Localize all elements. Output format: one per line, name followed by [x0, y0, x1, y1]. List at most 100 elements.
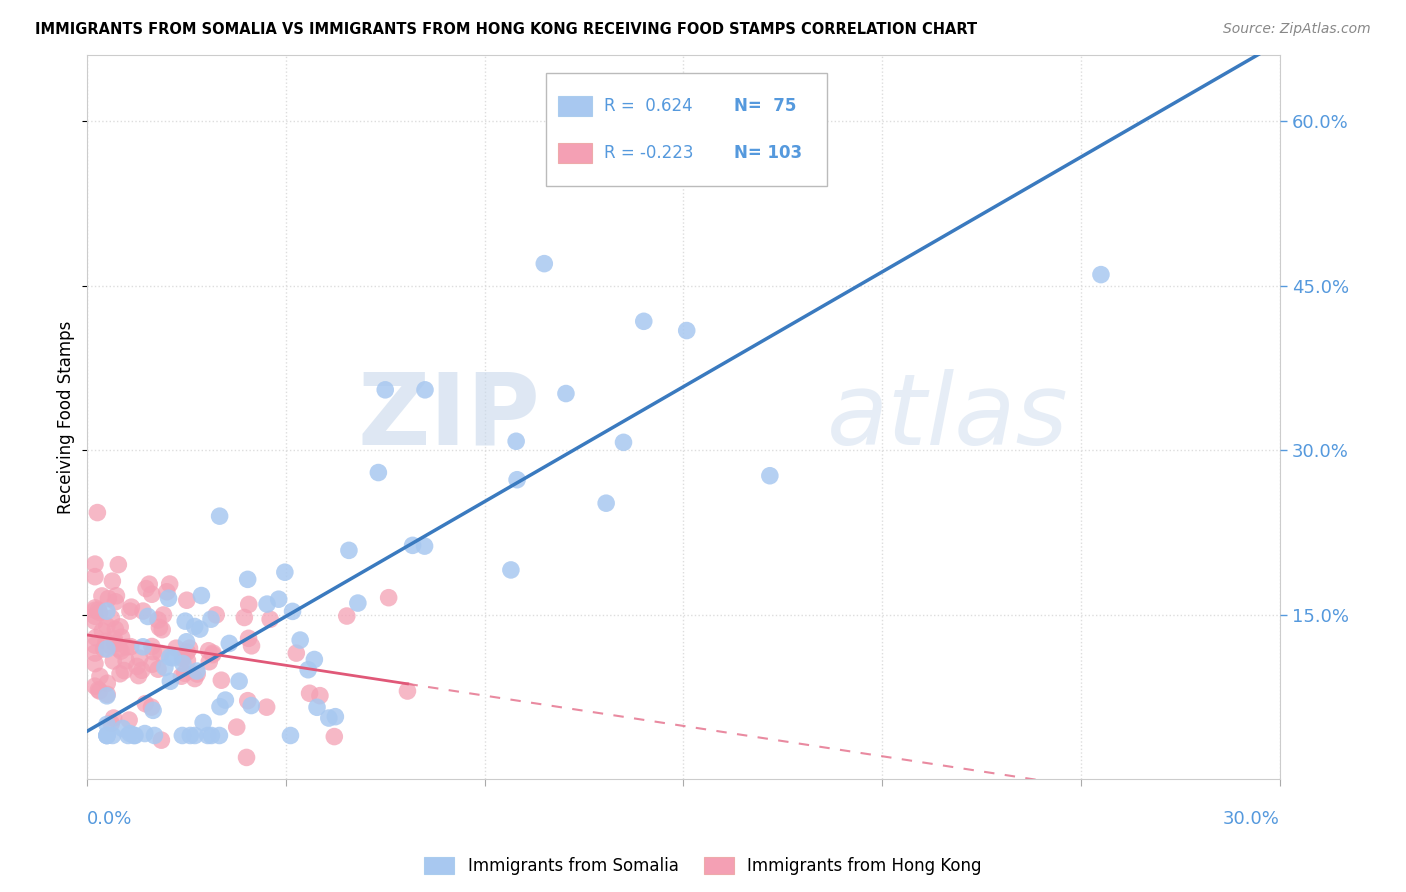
Text: 30.0%: 30.0%: [1223, 810, 1279, 828]
Point: [118, 726, 141, 740]
Point: [183, 672, 205, 686]
Point: [141, 657, 163, 672]
Point: [285, 646, 308, 660]
Point: [214, 693, 236, 707]
Point: [100, 611, 122, 625]
Point: [336, 609, 359, 624]
Point: [134, 726, 156, 740]
Point: [179, 641, 201, 656]
Point: [188, 622, 211, 636]
Point: [197, 729, 219, 743]
Point: [115, 640, 138, 654]
Point: [87, 682, 110, 697]
Point: [595, 496, 617, 510]
Point: [89, 684, 111, 698]
Point: [84, 631, 107, 645]
Point: [128, 651, 150, 665]
Point: [90, 589, 112, 603]
Point: [157, 591, 180, 606]
Point: [134, 697, 156, 711]
Point: [120, 640, 142, 654]
Point: [84, 679, 107, 693]
Point: [256, 700, 278, 714]
Point: [238, 598, 260, 612]
Point: [97, 591, 120, 606]
Point: [176, 593, 198, 607]
Point: [96, 689, 118, 703]
Point: [89, 606, 111, 620]
Point: [191, 715, 214, 730]
Point: [91, 624, 114, 638]
Point: [256, 597, 278, 611]
Point: [118, 713, 141, 727]
Point: [84, 600, 107, 615]
Point: [675, 324, 697, 338]
Point: [197, 644, 219, 658]
Point: [208, 729, 231, 743]
Point: [218, 636, 240, 650]
Point: [84, 609, 107, 624]
Point: [259, 612, 281, 626]
Point: [141, 640, 163, 654]
Point: [170, 669, 193, 683]
Point: [347, 596, 370, 610]
Text: R =  0.624: R = 0.624: [603, 97, 692, 115]
Point: [612, 435, 634, 450]
Point: [136, 609, 159, 624]
Point: [225, 720, 247, 734]
Point: [131, 663, 153, 677]
Point: [759, 468, 782, 483]
Point: [176, 645, 198, 659]
Point: [104, 595, 127, 609]
Point: [236, 693, 259, 707]
Point: [186, 664, 208, 678]
Point: [202, 646, 225, 660]
Point: [200, 612, 222, 626]
Point: [228, 674, 250, 689]
Point: [84, 603, 107, 617]
Point: [84, 614, 107, 628]
Point: [200, 729, 222, 743]
Point: [112, 664, 135, 678]
Text: IMMIGRANTS FROM SOMALIA VS IMMIGRANTS FROM HONG KONG RECEIVING FOOD STAMPS CORRE: IMMIGRANTS FROM SOMALIA VS IMMIGRANTS FR…: [35, 22, 977, 37]
Point: [94, 634, 117, 648]
Point: [105, 589, 128, 603]
Point: [533, 257, 555, 271]
Point: [240, 639, 263, 653]
Point: [84, 570, 107, 584]
Point: [176, 653, 198, 667]
Point: [96, 676, 118, 690]
Point: [297, 663, 319, 677]
Point: [96, 642, 118, 657]
Point: [108, 666, 131, 681]
Point: [172, 651, 194, 665]
Point: [132, 640, 155, 654]
Point: [267, 592, 290, 607]
Point: [146, 613, 169, 627]
Point: [115, 654, 138, 668]
Point: [1090, 268, 1112, 282]
Point: [201, 648, 224, 662]
Point: [135, 582, 157, 596]
Point: [107, 558, 129, 572]
Point: [149, 647, 172, 661]
Point: [499, 563, 522, 577]
Point: [233, 610, 256, 624]
Point: [236, 573, 259, 587]
Point: [309, 689, 332, 703]
Point: [280, 729, 302, 743]
Point: [103, 654, 125, 668]
Point: [89, 669, 111, 683]
Text: N=  75: N= 75: [734, 97, 796, 115]
Point: [110, 644, 132, 658]
Point: [159, 650, 181, 665]
Point: [208, 699, 231, 714]
FancyBboxPatch shape: [547, 73, 827, 186]
Text: 0.0%: 0.0%: [87, 810, 132, 828]
Point: [96, 729, 118, 743]
Point: [104, 637, 127, 651]
Point: [183, 619, 205, 633]
Point: [84, 657, 107, 671]
Point: [84, 638, 107, 652]
Point: [396, 684, 419, 698]
